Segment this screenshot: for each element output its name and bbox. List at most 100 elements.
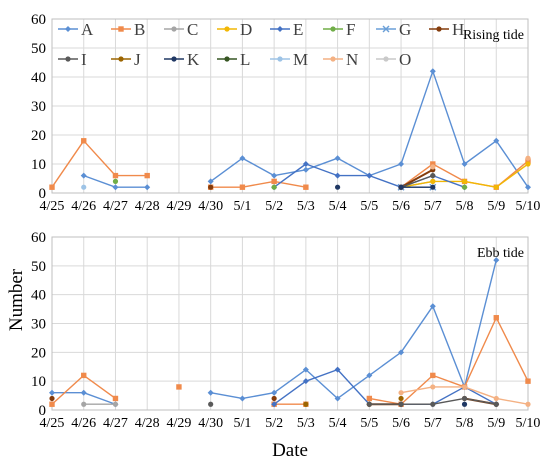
data-point bbox=[430, 384, 436, 390]
data-point bbox=[461, 178, 468, 184]
series-C bbox=[81, 401, 119, 407]
data-point bbox=[525, 184, 531, 191]
data-point bbox=[366, 372, 373, 379]
x-tick-label: 5/8 bbox=[456, 199, 474, 214]
x-tick-label: 5/3 bbox=[297, 416, 315, 431]
x-tick-label: 4/28 bbox=[135, 416, 160, 431]
y-axis-label: Number bbox=[6, 268, 27, 331]
data-point bbox=[493, 401, 499, 407]
y-tick-label: 30 bbox=[31, 317, 46, 333]
legend-label: B bbox=[134, 20, 145, 39]
x-axis-label: Date bbox=[272, 440, 308, 461]
data-point bbox=[335, 184, 341, 190]
series-line bbox=[400, 174, 434, 188]
x-tick-label: 5/5 bbox=[360, 416, 378, 431]
legend-label: L bbox=[240, 50, 250, 69]
data-point bbox=[366, 395, 373, 402]
legend-label: E bbox=[293, 20, 303, 39]
y-tick-label: 40 bbox=[31, 288, 46, 304]
data-point bbox=[81, 401, 87, 407]
y-tick-label: 60 bbox=[31, 12, 46, 28]
legend-item: D bbox=[217, 20, 252, 39]
legend-item: J bbox=[111, 50, 141, 69]
legend-label: N bbox=[346, 50, 358, 69]
legend-marker bbox=[65, 26, 71, 32]
x-tick-label: 5/9 bbox=[487, 199, 505, 214]
legend-item: E bbox=[270, 20, 303, 39]
data-point bbox=[430, 401, 436, 407]
x-tick-label: 5/4 bbox=[329, 199, 347, 214]
x-tick-label: 4/25 bbox=[40, 199, 65, 214]
series-F bbox=[112, 178, 468, 190]
data-point bbox=[80, 172, 87, 179]
data-point bbox=[430, 178, 436, 184]
x-tick-label: 4/28 bbox=[135, 199, 160, 214]
series-N bbox=[430, 155, 531, 170]
x-tick-label: 5/7 bbox=[424, 416, 442, 431]
legend-marker bbox=[171, 56, 177, 62]
data-point bbox=[49, 395, 55, 402]
data-point bbox=[49, 401, 55, 407]
legend-label: D bbox=[240, 20, 252, 39]
data-point bbox=[81, 372, 87, 379]
data-point bbox=[302, 161, 309, 167]
legend-item: F bbox=[323, 20, 355, 39]
data-point bbox=[303, 184, 309, 190]
data-point bbox=[398, 390, 404, 396]
legend-label: I bbox=[81, 50, 87, 69]
legend-marker bbox=[383, 56, 389, 62]
legend-item: K bbox=[164, 50, 200, 69]
legend-item: C bbox=[164, 20, 198, 39]
data-point bbox=[461, 384, 468, 390]
panel-title: Ebb tide bbox=[477, 246, 524, 261]
data-point bbox=[112, 184, 119, 191]
x-tick-label: 5/2 bbox=[265, 416, 283, 431]
data-point bbox=[334, 172, 341, 179]
legend-marker bbox=[118, 26, 124, 32]
y-tick-label: 20 bbox=[31, 128, 46, 144]
x-tick-label: 5/1 bbox=[233, 416, 251, 431]
legend: A B C D E F G H I J K L M N O bbox=[58, 20, 464, 69]
y-tick-label: 50 bbox=[31, 41, 46, 57]
x-tick-label: 5/10 bbox=[516, 199, 541, 214]
series-J bbox=[303, 395, 404, 407]
data-point bbox=[493, 315, 499, 321]
x-tick-label: 5/8 bbox=[456, 416, 474, 431]
data-point bbox=[239, 184, 246, 190]
legend-item: A bbox=[58, 20, 94, 39]
data-point bbox=[493, 257, 500, 264]
series-line bbox=[51, 140, 148, 188]
data-point bbox=[429, 68, 436, 75]
x-tick-label: 4/29 bbox=[166, 416, 191, 431]
legend-label: C bbox=[187, 20, 198, 39]
legend-label: O bbox=[399, 50, 411, 69]
series-K bbox=[335, 184, 436, 190]
data-point bbox=[525, 155, 531, 161]
data-point bbox=[271, 184, 277, 190]
y-tick-label: 20 bbox=[31, 345, 46, 361]
data-point bbox=[112, 395, 119, 402]
data-point bbox=[398, 349, 405, 356]
data-point bbox=[461, 161, 468, 167]
data-point bbox=[430, 372, 436, 379]
data-point bbox=[80, 389, 87, 396]
data-point bbox=[493, 137, 500, 144]
y-tick-label: 0 bbox=[39, 403, 47, 419]
data-point bbox=[398, 401, 404, 407]
data-point bbox=[430, 173, 436, 179]
legend-label: G bbox=[399, 20, 411, 39]
data-point bbox=[525, 158, 531, 164]
y-tick-label: 40 bbox=[31, 70, 46, 86]
legend-marker bbox=[224, 26, 230, 32]
x-tick-label: 4/30 bbox=[198, 199, 223, 214]
x-tick-label: 4/26 bbox=[71, 199, 96, 214]
data-point bbox=[207, 178, 214, 185]
x-tick-label: 4/29 bbox=[166, 199, 191, 214]
data-point bbox=[303, 401, 309, 407]
data-point bbox=[207, 389, 214, 396]
data-point bbox=[271, 389, 278, 396]
data-point bbox=[334, 366, 341, 373]
data-point bbox=[366, 401, 372, 407]
series-K bbox=[461, 401, 468, 407]
